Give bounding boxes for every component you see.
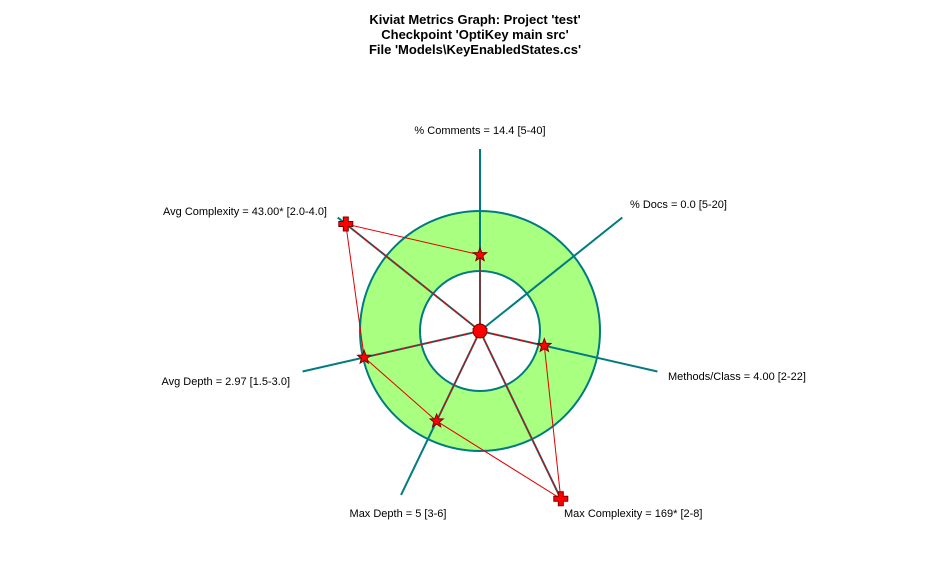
value-spoke — [436, 330, 481, 422]
axis-label: % Docs = 0.0 [5-20] — [630, 199, 727, 211]
title-line-checkpoint: Checkpoint 'OptiKey main src' — [381, 27, 569, 42]
value-marker — [471, 246, 489, 262]
value-spoke — [479, 330, 562, 500]
title-line-project: Kiviat Metrics Graph: Project 'test' — [369, 12, 581, 27]
axis-label: Max Depth = 5 [3-6] — [350, 508, 447, 520]
out-of-range-marker — [338, 216, 354, 232]
out-of-range-marker — [553, 491, 569, 507]
title-line-file: File 'Models\KeyEnabledStates.cs' — [368, 42, 582, 57]
axis-line — [479, 216, 623, 332]
value-spoke — [364, 330, 481, 358]
value-marker — [536, 337, 553, 353]
axis-label: Max Complexity = 169* [2-8] — [564, 508, 702, 520]
chart-title: Kiviat Metrics Graph: Project 'test' Che… — [0, 12, 950, 57]
value-marker — [356, 348, 373, 365]
axis-label: Avg Complexity = 43.00* [2.0-4.0] — [163, 206, 327, 218]
value-spoke — [345, 223, 481, 332]
axis-label: Methods/Class = 4.00 [2-22] — [668, 371, 806, 383]
axis-label: Avg Depth = 2.97 [1.5-3.0] — [161, 376, 290, 388]
metrics-polygon — [345, 223, 562, 500]
value-marker — [428, 412, 445, 428]
center-marker — [472, 323, 488, 339]
axis-label: % Comments = 14.4 [5-40] — [414, 125, 545, 137]
